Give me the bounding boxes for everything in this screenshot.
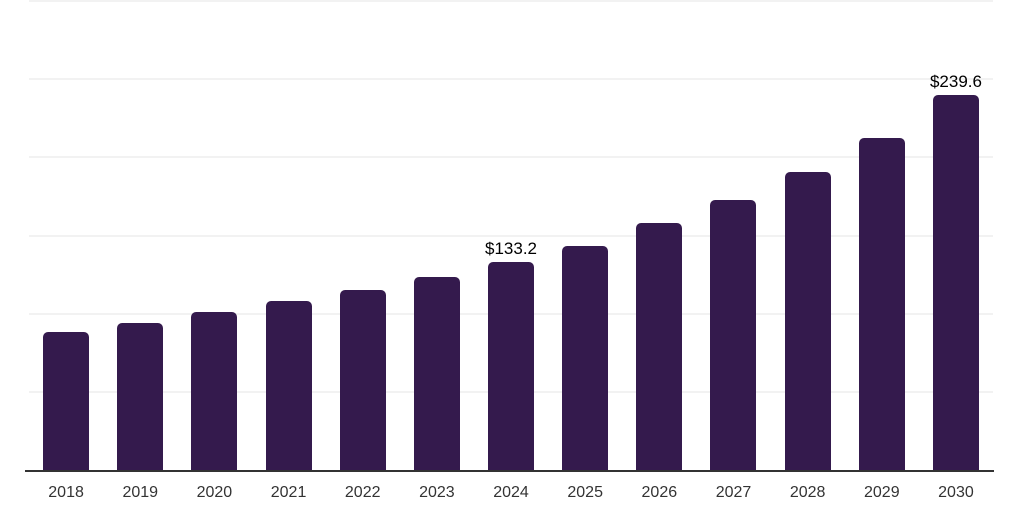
gridline [29,156,993,159]
bar-slot [29,1,103,470]
bar-slot [177,1,251,470]
gridline [29,0,993,2]
bar-slot [845,1,919,470]
x-tick-label: 2030 [938,484,974,501]
bar [932,95,979,470]
bar-slot: $133.2 [474,1,548,470]
x-tick-label: 2022 [344,484,381,501]
bar [339,290,386,470]
bar [858,137,905,470]
bar-value-label: $133.2 [485,238,538,258]
bar [784,171,831,470]
plot-area: $133.2 $239.6 [29,0,993,470]
bar [562,245,609,470]
x-tick-label: 2019 [122,484,159,501]
bar-slot [622,1,696,470]
gridline [29,78,993,81]
x-tick-label: 2021 [270,484,307,501]
x-tick-label: 2029 [864,484,900,501]
x-axis-line [25,470,994,472]
bar-slot [771,1,845,470]
bar [710,200,757,470]
x-tick-label: 2027 [715,484,752,501]
bar-slot [400,1,474,470]
bar-slot [326,1,400,470]
x-tick-label: 2025 [567,484,603,501]
x-tick-label: 2020 [196,484,233,501]
x-axis: 2018 2019 2020 2021 2022 2023 2024 2025 2026 2027… [29,484,993,502]
bar-slot [251,1,325,470]
x-tick-label: 2023 [419,484,455,501]
x-tick-label: 2028 [789,484,826,501]
bar-slot: $239.6 [919,1,993,470]
bar [265,300,312,470]
x-tick-label: 2024 [493,484,529,501]
x-tick-label: 2026 [641,484,678,501]
bar [636,223,683,470]
bar [488,261,535,470]
bar [117,323,164,470]
bar [43,332,90,470]
bar [413,277,460,470]
bar-value-label: $239.6 [929,72,982,92]
bar-slot [103,1,177,470]
x-tick-label: 2018 [48,484,84,501]
gridline [29,234,993,237]
bar [191,312,238,470]
bar-slot [548,1,622,470]
bar-slot [696,1,770,470]
